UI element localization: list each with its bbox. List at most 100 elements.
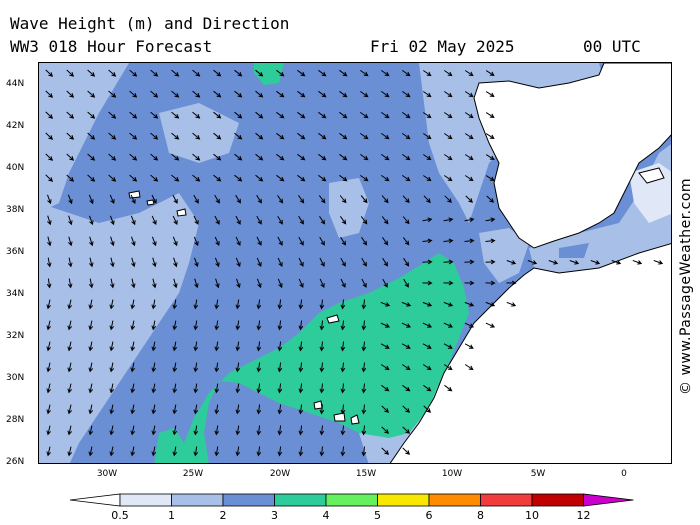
- direction-arrow: [360, 153, 369, 161]
- direction-arrow: [423, 133, 432, 140]
- direction-arrow: [46, 383, 51, 394]
- direction-arrow: [422, 280, 433, 286]
- direction-arrow: [66, 90, 75, 98]
- direction-arrow: [214, 404, 220, 415]
- direction-arrow: [444, 70, 453, 77]
- direction-arrow: [46, 320, 51, 331]
- direction-arrow: [380, 301, 391, 307]
- direction-arrow: [235, 320, 241, 331]
- direction-arrow: [214, 341, 220, 352]
- direction-arrow: [381, 153, 390, 161]
- direction-arrow: [213, 153, 222, 161]
- direction-arrow: [235, 194, 241, 204]
- direction-arrow: [319, 404, 325, 415]
- direction-arrow: [173, 257, 178, 268]
- direction-arrow: [444, 154, 453, 161]
- direction-arrow: [151, 194, 157, 204]
- direction-arrow: [87, 90, 96, 98]
- direction-arrow: [423, 195, 431, 204]
- direction-arrow: [67, 320, 73, 331]
- direction-arrow: [423, 70, 432, 77]
- direction-arrow: [255, 153, 264, 161]
- direction-arrow: [67, 278, 73, 289]
- direction-arrow: [213, 69, 222, 77]
- direction-arrow: [319, 383, 325, 394]
- direction-arrow: [443, 301, 454, 307]
- direction-arrow: [108, 132, 117, 140]
- direction-arrow: [256, 236, 262, 246]
- direction-arrow: [172, 194, 178, 204]
- direction-arrow: [88, 362, 94, 373]
- direction-arrow: [213, 90, 222, 98]
- direction-arrow: [381, 132, 390, 140]
- direction-arrow: [277, 299, 283, 310]
- direction-arrow: [361, 299, 367, 310]
- direction-arrow: [402, 384, 411, 392]
- direction-arrow: [401, 343, 411, 349]
- direction-arrow: [298, 383, 304, 394]
- lon-label: 10W: [441, 469, 463, 479]
- legend-label: 4: [322, 509, 330, 522]
- legend-max-arrow: [583, 493, 634, 507]
- lat-label: 32N: [6, 331, 25, 341]
- direction-arrow: [340, 299, 346, 310]
- direction-arrow: [277, 257, 283, 268]
- direction-arrow: [110, 257, 115, 268]
- direction-arrow: [464, 91, 474, 98]
- direction-arrow: [444, 91, 453, 98]
- direction-arrow: [109, 341, 115, 352]
- direction-arrow: [297, 174, 306, 182]
- direction-arrow: [381, 111, 390, 119]
- direction-arrow: [361, 320, 367, 331]
- direction-arrow: [151, 341, 157, 352]
- legend-min-arrow: [69, 493, 121, 507]
- direction-arrow: [172, 341, 178, 352]
- direction-arrow: [255, 111, 264, 119]
- direction-arrow: [214, 446, 220, 457]
- direction-arrow: [68, 215, 73, 226]
- direction-arrow: [110, 236, 115, 247]
- direction-arrow: [464, 280, 475, 286]
- direction-arrow: [109, 215, 115, 226]
- direction-arrow: [298, 257, 304, 267]
- direction-arrow: [381, 216, 389, 225]
- direction-arrow: [213, 132, 222, 140]
- direction-arrow: [256, 383, 262, 394]
- direction-arrow: [193, 215, 199, 225]
- direction-arrow: [548, 260, 559, 265]
- direction-arrow: [339, 132, 348, 140]
- direction-arrow: [485, 259, 496, 265]
- direction-arrow: [46, 299, 51, 310]
- direction-arrow: [130, 446, 136, 457]
- sea-zone-med-light: [529, 144, 671, 273]
- legend-label: 10: [525, 509, 539, 522]
- direction-arrow: [319, 236, 325, 246]
- direction-arrow: [319, 216, 326, 225]
- direction-arrow: [298, 362, 304, 373]
- legend-swatch: [377, 493, 430, 507]
- direction-arrow: [109, 404, 115, 415]
- direction-arrow: [402, 90, 411, 98]
- direction-arrow: [192, 153, 201, 161]
- direction-arrow: [46, 341, 51, 352]
- direction-arrow: [67, 257, 73, 268]
- direction-arrow: [464, 154, 474, 161]
- direction-arrow: [151, 446, 157, 457]
- direction-arrow: [152, 257, 157, 268]
- direction-arrow: [381, 69, 390, 77]
- direction-arrow: [46, 362, 51, 373]
- direction-arrow: [193, 299, 199, 310]
- legend-label: 12: [576, 509, 591, 522]
- direction-arrow: [87, 132, 96, 140]
- direction-arrow: [339, 90, 348, 98]
- direction-arrow: [150, 132, 159, 140]
- direction-arrow: [256, 299, 262, 310]
- direction-arrow: [464, 343, 474, 349]
- sea-zone-west-light: [39, 63, 129, 213]
- direction-arrow: [485, 112, 495, 118]
- direction-arrow: [194, 257, 199, 268]
- direction-arrow: [422, 238, 433, 244]
- direction-arrow: [319, 257, 325, 267]
- direction-arrow: [46, 404, 51, 415]
- direction-arrow: [340, 425, 346, 436]
